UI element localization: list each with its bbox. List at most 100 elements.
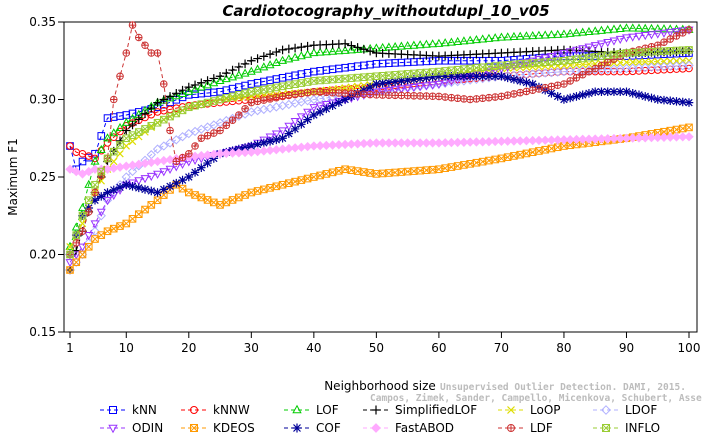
legend-label: COF	[316, 421, 341, 434]
marker	[310, 88, 318, 96]
marker	[285, 92, 293, 99]
marker	[272, 83, 280, 92]
marker	[565, 48, 575, 57]
marker	[377, 138, 388, 148]
marker	[347, 83, 356, 91]
marker	[241, 89, 249, 97]
marker	[410, 92, 418, 100]
marker	[572, 140, 581, 149]
marker	[353, 73, 362, 82]
legend-label: kNN	[132, 403, 157, 417]
marker	[447, 163, 456, 171]
marker	[491, 93, 499, 101]
marker	[203, 158, 212, 168]
marker	[278, 133, 287, 143]
marker	[141, 205, 149, 214]
marker	[547, 144, 556, 153]
marker	[97, 231, 106, 239]
marker	[127, 166, 138, 177]
marker	[496, 136, 507, 147]
marker	[91, 181, 99, 189]
series-line	[69, 27, 690, 247]
marker	[116, 150, 124, 158]
marker	[490, 66, 500, 76]
legend-item-cof: COF	[284, 421, 341, 434]
marker	[579, 54, 587, 63]
marker	[454, 94, 461, 102]
marker	[254, 98, 261, 105]
marker	[260, 85, 268, 94]
marker	[204, 132, 211, 139]
x-tick-label: 30	[244, 341, 259, 355]
marker	[653, 30, 663, 39]
marker	[548, 83, 555, 90]
marker	[146, 186, 156, 196]
marker	[178, 175, 187, 185]
marker	[590, 87, 600, 97]
marker	[404, 92, 411, 99]
marker	[84, 242, 93, 251]
marker	[153, 196, 162, 205]
marker	[191, 102, 199, 110]
marker	[516, 89, 524, 96]
marker	[291, 91, 299, 98]
marker	[109, 185, 119, 195]
marker	[560, 80, 568, 88]
marker	[466, 96, 474, 103]
marker	[128, 215, 137, 223]
marker	[316, 76, 324, 85]
marker	[672, 125, 681, 134]
marker	[359, 85, 369, 95]
marker	[91, 180, 99, 189]
marker	[685, 64, 693, 73]
marker	[647, 57, 656, 66]
marker	[96, 192, 106, 201]
marker	[328, 46, 338, 55]
marker	[371, 405, 381, 415]
marker	[654, 41, 662, 49]
marker	[578, 90, 587, 100]
marker	[485, 156, 493, 165]
marker	[616, 50, 624, 58]
legend-label: LoOP	[530, 403, 561, 417]
marker	[546, 135, 557, 145]
marker	[529, 148, 537, 156]
marker	[266, 184, 274, 192]
marker	[603, 39, 613, 48]
marker	[398, 92, 405, 99]
marker	[252, 105, 263, 116]
marker	[71, 257, 81, 267]
y-tick-label: 0.30	[29, 93, 56, 107]
marker	[315, 107, 325, 117]
marker	[578, 134, 588, 145]
marker	[184, 172, 194, 182]
marker	[628, 23, 638, 32]
marker	[446, 37, 456, 46]
marker	[396, 85, 406, 94]
marker	[460, 161, 468, 169]
marker	[97, 167, 105, 176]
marker	[621, 34, 631, 43]
marker	[385, 91, 393, 99]
marker	[604, 51, 612, 59]
marker	[659, 29, 669, 38]
marker	[365, 46, 375, 56]
marker	[103, 154, 112, 163]
legend-label: kNNW	[213, 403, 250, 417]
marker	[472, 64, 481, 72]
marker	[77, 249, 88, 260]
marker	[566, 77, 574, 85]
marker	[653, 23, 663, 33]
marker	[428, 68, 437, 76]
marker	[315, 102, 325, 111]
marker	[496, 32, 506, 41]
legend-label: ODIN	[132, 421, 163, 434]
marker	[578, 27, 588, 36]
marker	[265, 133, 275, 142]
marker	[97, 167, 106, 176]
marker	[260, 96, 268, 104]
marker	[466, 64, 474, 73]
marker	[528, 135, 538, 146]
marker	[673, 32, 680, 40]
marker	[121, 117, 131, 126]
